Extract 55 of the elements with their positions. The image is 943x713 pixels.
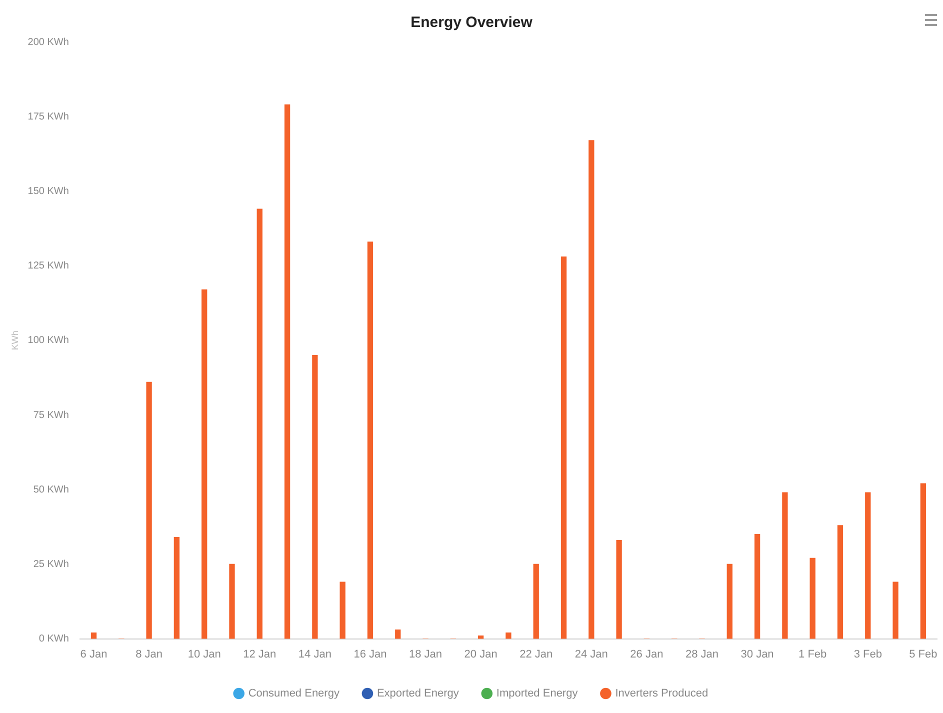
x-tick-label: 20 Jan: [464, 648, 498, 660]
y-tick-label: 125 KWh: [28, 260, 69, 272]
y-tick-label: 0 KWh: [38, 634, 69, 645]
legend-label: Imported Energy: [496, 688, 578, 700]
bar: [865, 492, 871, 639]
bar: [256, 208, 262, 639]
legend-label: Inverters Produced: [615, 688, 708, 700]
bar: [837, 525, 844, 639]
bar: [506, 632, 512, 639]
x-tick-label: 18 Jan: [409, 648, 442, 660]
bar: [588, 140, 594, 639]
x-tick-label: 14 Jan: [298, 648, 332, 660]
chart-title: Energy Overview: [410, 14, 533, 32]
bar: [616, 540, 622, 639]
y-tick-label: 75 KWh: [33, 410, 69, 421]
x-tick-label: 10 Jan: [188, 648, 221, 660]
x-tick-label: 1 Feb: [798, 648, 827, 660]
bar: [284, 104, 290, 639]
y-tick-label: 200 KWh: [28, 36, 69, 48]
y-axis-title: KWh: [10, 330, 20, 350]
bar: [229, 564, 235, 639]
bar: [90, 632, 97, 639]
y-tick-label: 25 KWh: [33, 558, 69, 570]
bar: [810, 558, 816, 639]
bar: [312, 354, 318, 639]
bar: [533, 564, 539, 639]
x-tick-label: 26 Jan: [630, 648, 664, 660]
bar: [202, 289, 208, 639]
y-tick-label: 50 KWh: [33, 484, 69, 496]
bar: [726, 564, 732, 639]
y-tick-label: 100 KWh: [28, 335, 69, 346]
y-tick-label: 150 KWh: [28, 186, 69, 197]
x-tick-label: 28 Jan: [685, 648, 719, 660]
bar: [367, 242, 374, 639]
x-tick-label: 24 Jan: [574, 648, 608, 660]
x-tick-label: 5 Feb: [909, 648, 938, 660]
bar: [892, 582, 898, 639]
bar: [560, 256, 567, 639]
bar: [920, 483, 926, 639]
bar: [395, 630, 401, 639]
x-tick-label: 3 Feb: [854, 648, 882, 660]
bar: [174, 537, 180, 639]
x-tick-label: 30 Jan: [740, 648, 774, 660]
x-tick-label: 12 Jan: [243, 648, 276, 660]
x-tick-label: 6 Jan: [80, 648, 108, 660]
bar: [782, 492, 788, 639]
bar: [146, 382, 152, 639]
legend-label: Consumed Energy: [248, 688, 340, 700]
y-tick-label: 175 KWh: [28, 111, 69, 122]
x-tick-label: 8 Jan: [136, 648, 163, 660]
x-tick-label: 16 Jan: [354, 648, 387, 660]
x-tick-label: 22 Jan: [520, 648, 553, 660]
bar: [340, 582, 346, 639]
legend-label: Exported Energy: [376, 688, 460, 700]
bar: [754, 534, 760, 639]
